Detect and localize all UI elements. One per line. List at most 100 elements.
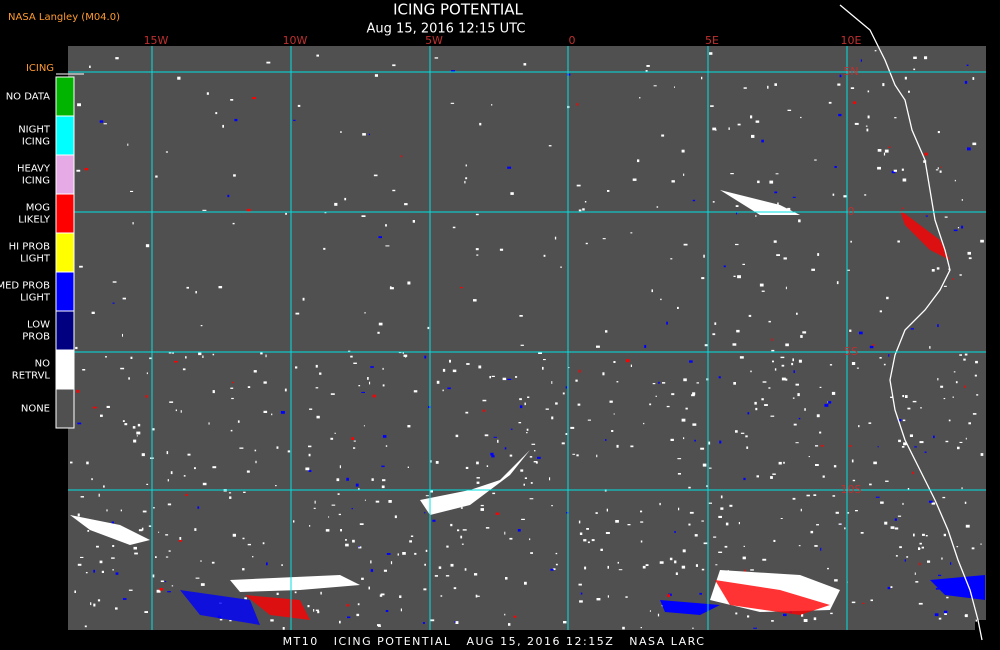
speckle [434,575,438,577]
speckle [526,432,528,434]
speckle [921,546,924,549]
speckle [543,359,546,361]
speckle [688,523,691,526]
speckle [868,422,872,424]
speckle [282,627,285,630]
speckle [853,101,856,104]
speckle [148,525,152,527]
speckle [414,552,417,555]
speckle [851,601,856,604]
speckle [696,382,699,384]
speckle [899,546,902,549]
cloud-patch [230,575,360,592]
speckle [572,453,576,455]
speckle [897,515,902,517]
speckle [844,527,846,530]
speckle [735,205,739,207]
longitude-label: 10W [283,34,308,47]
speckle [555,402,558,405]
speckle [475,594,478,598]
speckle [260,351,263,355]
speckle [879,357,882,359]
speckle [424,355,427,359]
speckle [864,194,867,196]
speckle [959,441,963,443]
speckle [362,133,366,136]
speckle [353,447,356,449]
speckle [208,422,210,425]
speckle [792,196,796,198]
speckle [297,104,301,107]
speckle [851,459,854,463]
speckle [111,557,115,559]
icing-patch [180,590,260,625]
speckle [222,124,224,128]
speckle [464,568,467,571]
speckle [560,266,562,268]
speckle [851,362,856,365]
speckle [750,569,754,571]
speckle [93,569,95,573]
speckle [363,425,365,427]
legend-swatch [55,349,75,390]
speckle [361,577,364,580]
speckle [715,564,718,566]
speckle [523,63,527,66]
cloud-patch [720,190,800,215]
speckle [649,610,651,612]
speckle [159,588,163,591]
speckle [338,513,341,516]
speckle [167,591,171,593]
speckle [275,485,277,487]
speckle [167,503,172,506]
speckle [934,613,939,617]
legend-label: NO DATA [6,92,50,103]
speckle [683,173,685,176]
speckle [315,387,319,389]
speckle [771,349,775,352]
speckle [105,356,107,358]
speckle [388,500,392,503]
speckle [345,539,347,541]
speckle [959,274,962,276]
speckle [405,356,407,358]
speckle [218,286,223,289]
speckle [212,390,215,394]
speckle [115,607,118,610]
speckle [358,385,361,387]
speckle [479,122,482,126]
speckle [543,254,546,257]
legend-label: LIGHT [20,293,51,304]
speckle [402,552,406,555]
speckle [902,502,904,505]
speckle [683,378,687,382]
speckle [859,331,863,335]
speckle [740,432,745,434]
speckle [476,477,480,479]
speckle [520,344,524,346]
speckle [84,168,89,171]
speckle [872,344,875,347]
speckle [112,302,115,304]
speckle [902,178,907,182]
speckle [358,546,362,549]
speckle [607,190,610,192]
speckle [185,494,189,496]
speckle [530,552,533,554]
speckle [935,169,939,171]
speckle [873,461,877,465]
speckle [227,194,230,198]
speckle [888,354,890,357]
speckle [640,627,642,629]
speckle [877,446,879,448]
speckle [578,369,581,373]
speckle [770,476,773,479]
speckle [527,396,530,398]
legend-label: PROB [22,332,50,343]
legend-label: LIKELY [18,215,51,226]
speckle [136,431,141,435]
speckle [369,381,371,385]
speckle [640,510,643,513]
speckle [683,243,688,246]
